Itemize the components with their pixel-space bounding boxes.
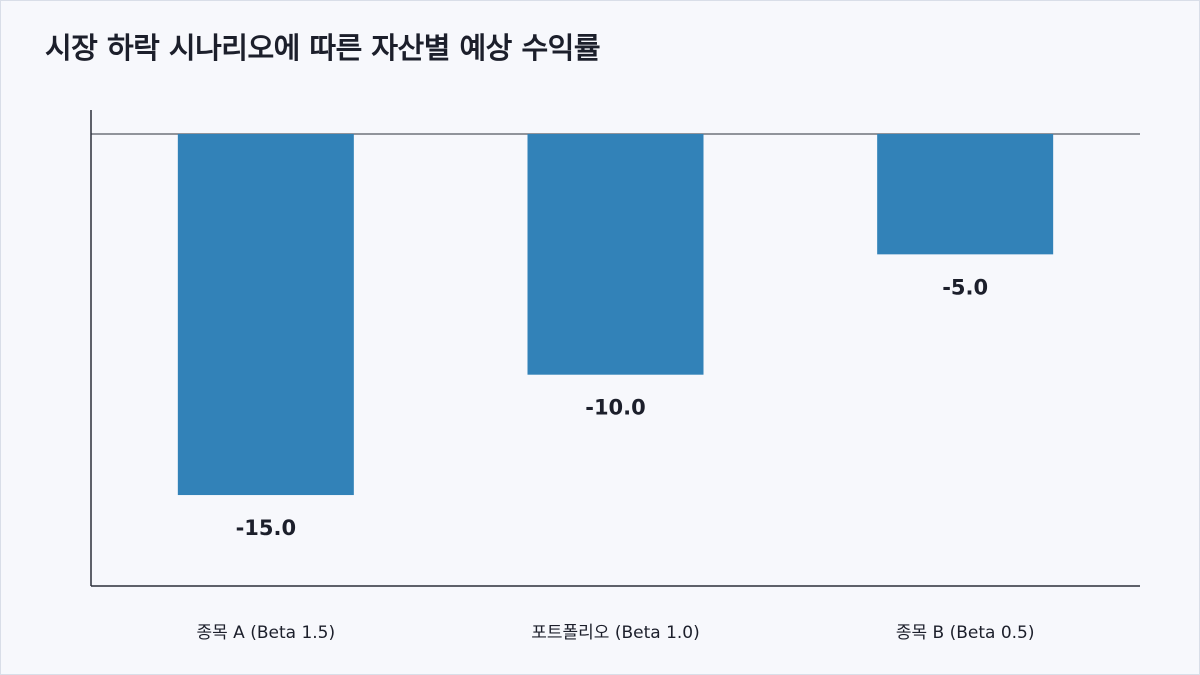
chart-title: 시장 하락 시나리오에 따른 자산별 예상 수익률 <box>45 31 601 65</box>
category-tick-label: 종목 B (Beta 0.5) <box>896 623 1035 643</box>
category-tick-label: 종목 A (Beta 1.5) <box>197 623 336 643</box>
bar-value-label: -10.0 <box>585 396 646 420</box>
bar-value-label: -15.0 <box>236 516 297 540</box>
bar-value-label: -5.0 <box>942 275 988 299</box>
bar <box>527 134 704 375</box>
bar <box>877 134 1054 255</box>
bar <box>177 134 354 496</box>
category-tick-label: 포트폴리오 (Beta 1.0) <box>531 623 700 643</box>
